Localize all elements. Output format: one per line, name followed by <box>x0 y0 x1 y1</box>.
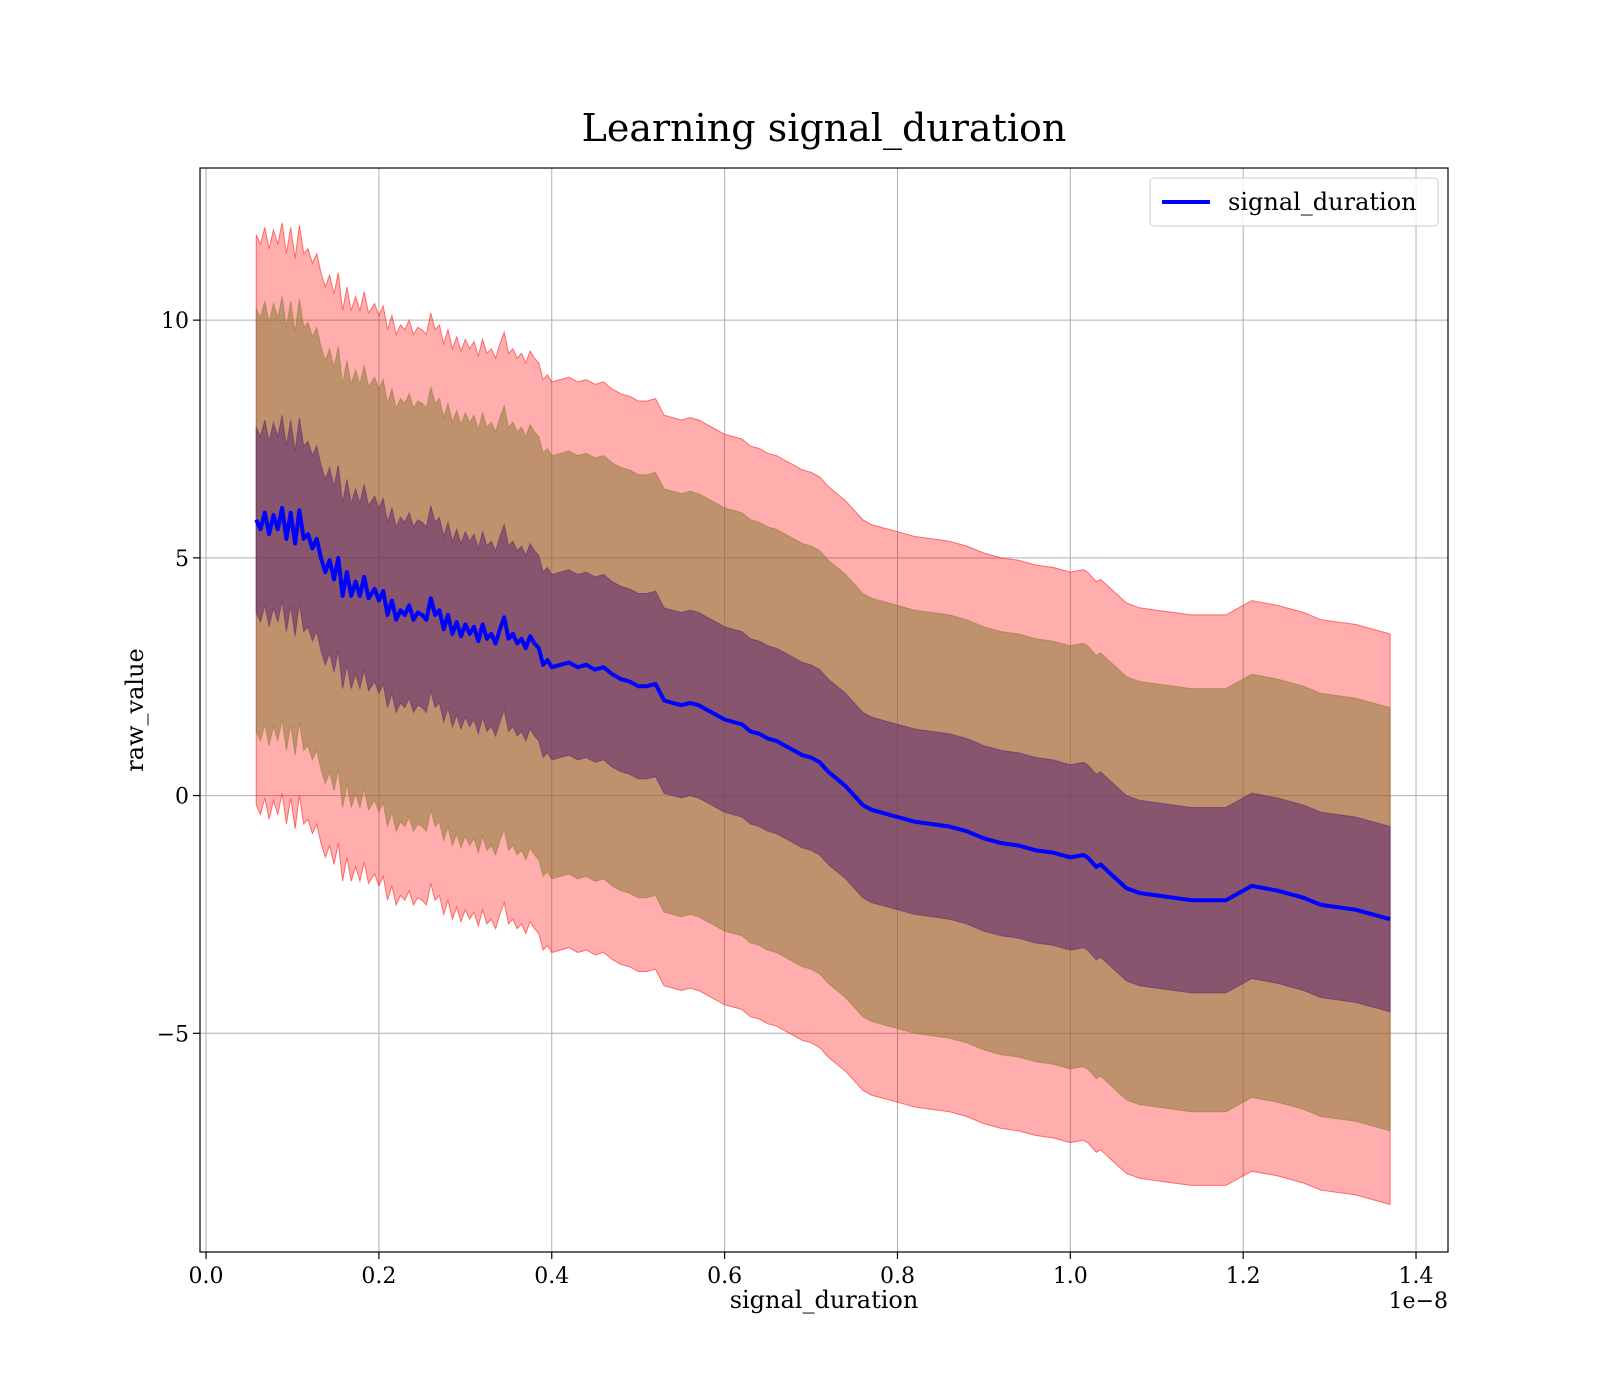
series-line-layer <box>254 505 1391 922</box>
confidence-bands <box>255 222 1391 1206</box>
legend-entry-signal-duration: signal_duration <box>1228 188 1417 216</box>
x-axis-label: signal_duration <box>730 1286 919 1314</box>
legend: signal_duration <box>1149 177 1439 227</box>
x-tick-label: 1.4 <box>1399 1264 1434 1289</box>
x-tick-label: 1.2 <box>1226 1264 1261 1289</box>
x-tick-label: 1.0 <box>1053 1264 1088 1289</box>
x-tick-label: 0.8 <box>880 1264 915 1289</box>
x-axis-offset-text: 1e−8 <box>1389 1289 1448 1314</box>
inner-band <box>255 415 1391 1013</box>
y-tick-label: 0 <box>175 785 189 810</box>
y-tick-label: 10 <box>161 309 189 334</box>
y-tick-label: −5 <box>157 1022 189 1047</box>
chart-title: Learning signal_duration <box>582 106 1067 151</box>
series-line-signal-duration <box>254 505 1391 922</box>
x-tick-label: 0.0 <box>189 1264 224 1289</box>
x-tick-label: 0.4 <box>534 1264 569 1289</box>
x-tick-label: 0.2 <box>361 1264 396 1289</box>
x-tick-label: 0.6 <box>707 1264 742 1289</box>
y-tick-label: 5 <box>175 547 189 572</box>
y-axis-label: raw_value <box>121 648 149 772</box>
plot-frame <box>199 167 1449 1253</box>
axis-ticks: 0.0 0.2 0.4 0.6 0.8 1.0 1.2 1.4 −5 0 5 10 <box>157 309 1434 1289</box>
legend-box <box>1149 177 1439 227</box>
